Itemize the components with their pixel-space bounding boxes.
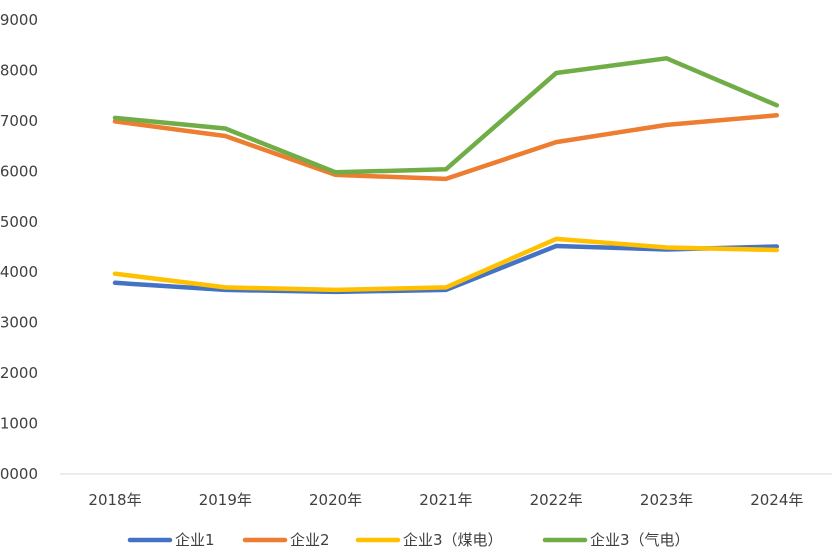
x-tick-label: 2018年 xyxy=(88,491,141,509)
legend-item-3: 企业3（煤电） xyxy=(355,531,503,549)
y-tick-label: 17000 xyxy=(0,112,38,130)
y-axis-ticks: 10000 11000 12000 13000 14000 15000 16000 17000… xyxy=(0,11,38,483)
series-line-4 xyxy=(112,56,780,175)
y-tick-label: 12000 xyxy=(0,364,38,382)
x-tick-label: 2021年 xyxy=(419,491,472,509)
y-tick-label: 11000 xyxy=(0,415,38,433)
legend-item-2: 企业2 xyxy=(242,531,330,549)
y-tick-label: 13000 xyxy=(0,314,38,332)
x-tick-label: 2020年 xyxy=(309,491,362,509)
series-lines xyxy=(112,56,780,295)
x-tick-label: 2024年 xyxy=(750,491,803,509)
x-axis-ticks: 2018年 2019年 2020年 2021年 2022年 2023年 2024年 xyxy=(88,491,803,509)
x-tick-label: 2019年 xyxy=(199,491,252,509)
x-tick-label: 2023年 xyxy=(640,491,693,509)
y-tick-label: 19000 xyxy=(0,11,38,29)
series-line-2 xyxy=(112,113,780,182)
y-tick-label: 15000 xyxy=(0,213,38,231)
legend-label: 企业3（气电） xyxy=(590,531,690,549)
legend-label: 企业1 xyxy=(175,531,215,549)
y-tick-label: 14000 xyxy=(0,263,38,281)
legend-item-4: 企业3（气电） xyxy=(542,531,690,549)
y-tick-label: 16000 xyxy=(0,162,38,180)
y-tick-label: 10000 xyxy=(0,465,38,483)
legend-label: 企业3（煤电） xyxy=(403,531,503,549)
series-line-3 xyxy=(112,236,780,293)
x-tick-label: 2022年 xyxy=(530,491,583,509)
legend-label: 企业2 xyxy=(290,531,330,549)
legend-item-1: 企业1 xyxy=(127,531,215,549)
legend: 企业1 企业2 企业3（煤电） 企业3（气电） xyxy=(127,531,690,549)
y-tick-label: 18000 xyxy=(0,61,38,79)
